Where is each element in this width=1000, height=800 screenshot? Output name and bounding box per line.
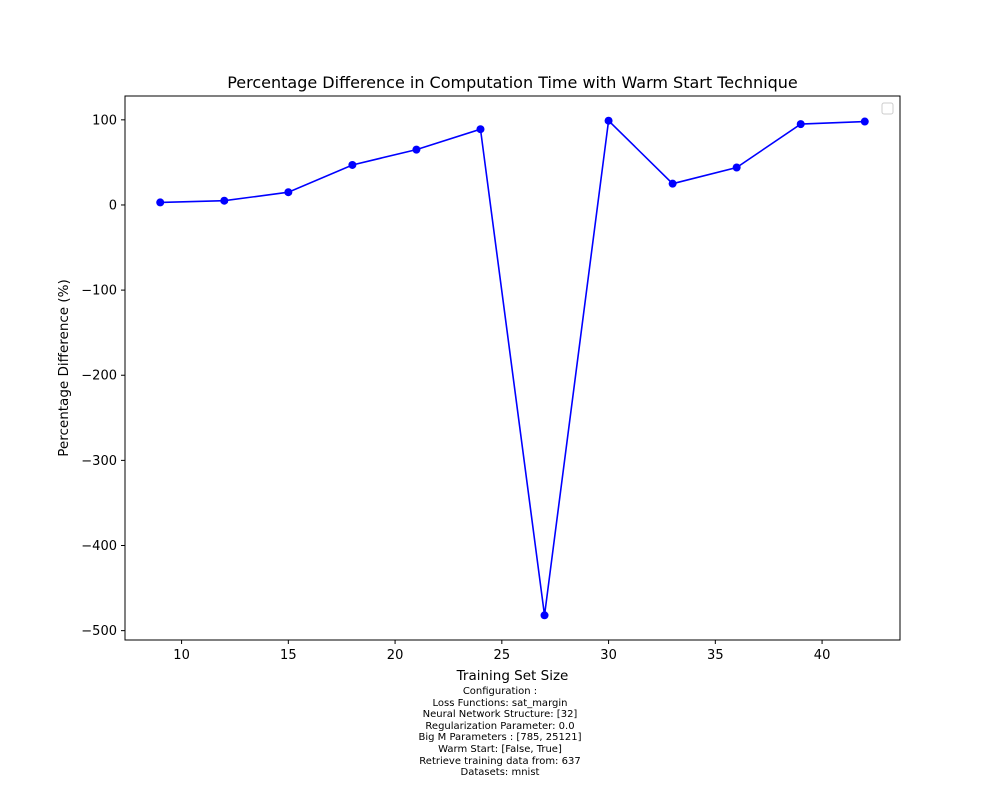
data-point: [796, 120, 805, 129]
data-point: [476, 125, 485, 134]
x-axis-label: Training Set Size: [456, 668, 569, 684]
caption-line: Regularization Parameter: 0.0: [425, 720, 575, 732]
data-point: [220, 196, 229, 205]
x-axis: 10 15 20 25 30 35 40: [173, 640, 830, 663]
caption-line: Neural Network Structure: [32]: [422, 709, 578, 721]
series-markers: [156, 116, 869, 620]
data-point: [860, 117, 869, 126]
x-tick-label: 15: [280, 648, 297, 663]
data-point: [412, 145, 421, 154]
data-point: [668, 179, 677, 188]
x-tick-label: 40: [814, 648, 831, 663]
legend-box: [881, 102, 894, 115]
y-tick-label: −100: [81, 284, 117, 299]
data-point: [156, 198, 165, 207]
data-point: [732, 163, 741, 172]
x-tick-label: 25: [494, 648, 511, 663]
caption-line: Retrieve training data from: 637: [419, 755, 581, 767]
data-point: [284, 188, 293, 197]
caption-line: Configuration :: [462, 686, 538, 697]
y-tick-label: −500: [81, 624, 117, 639]
y-axis: 100 0 −100 −200 −300 −400 −500: [81, 113, 125, 639]
y-tick-label: −300: [81, 454, 117, 469]
caption-line: Datasets: mnist: [460, 767, 540, 779]
y-axis-label: Percentage Difference (%): [56, 279, 72, 456]
configuration-caption: Configuration : Loss Functions: sat_marg…: [0, 686, 1000, 779]
data-point: [540, 611, 549, 620]
y-tick-label: 0: [109, 198, 117, 213]
caption-line: Loss Functions: sat_margin: [432, 697, 568, 709]
chart-title: Percentage Difference in Computation Tim…: [227, 73, 798, 92]
y-tick-label: 100: [92, 113, 117, 128]
x-tick-label: 30: [600, 648, 617, 663]
caption-line: Big M Parameters : [785, 25121]: [418, 732, 582, 744]
data-point: [604, 116, 613, 125]
x-tick-label: 20: [387, 648, 404, 663]
data-point: [348, 160, 357, 169]
caption-line: Warm Start: [False, True]: [438, 743, 562, 755]
series-line: [160, 118, 865, 616]
x-tick-label: 10: [173, 648, 190, 663]
y-tick-label: −200: [81, 369, 117, 384]
x-tick-label: 35: [707, 648, 724, 663]
y-tick-label: −400: [81, 539, 117, 554]
